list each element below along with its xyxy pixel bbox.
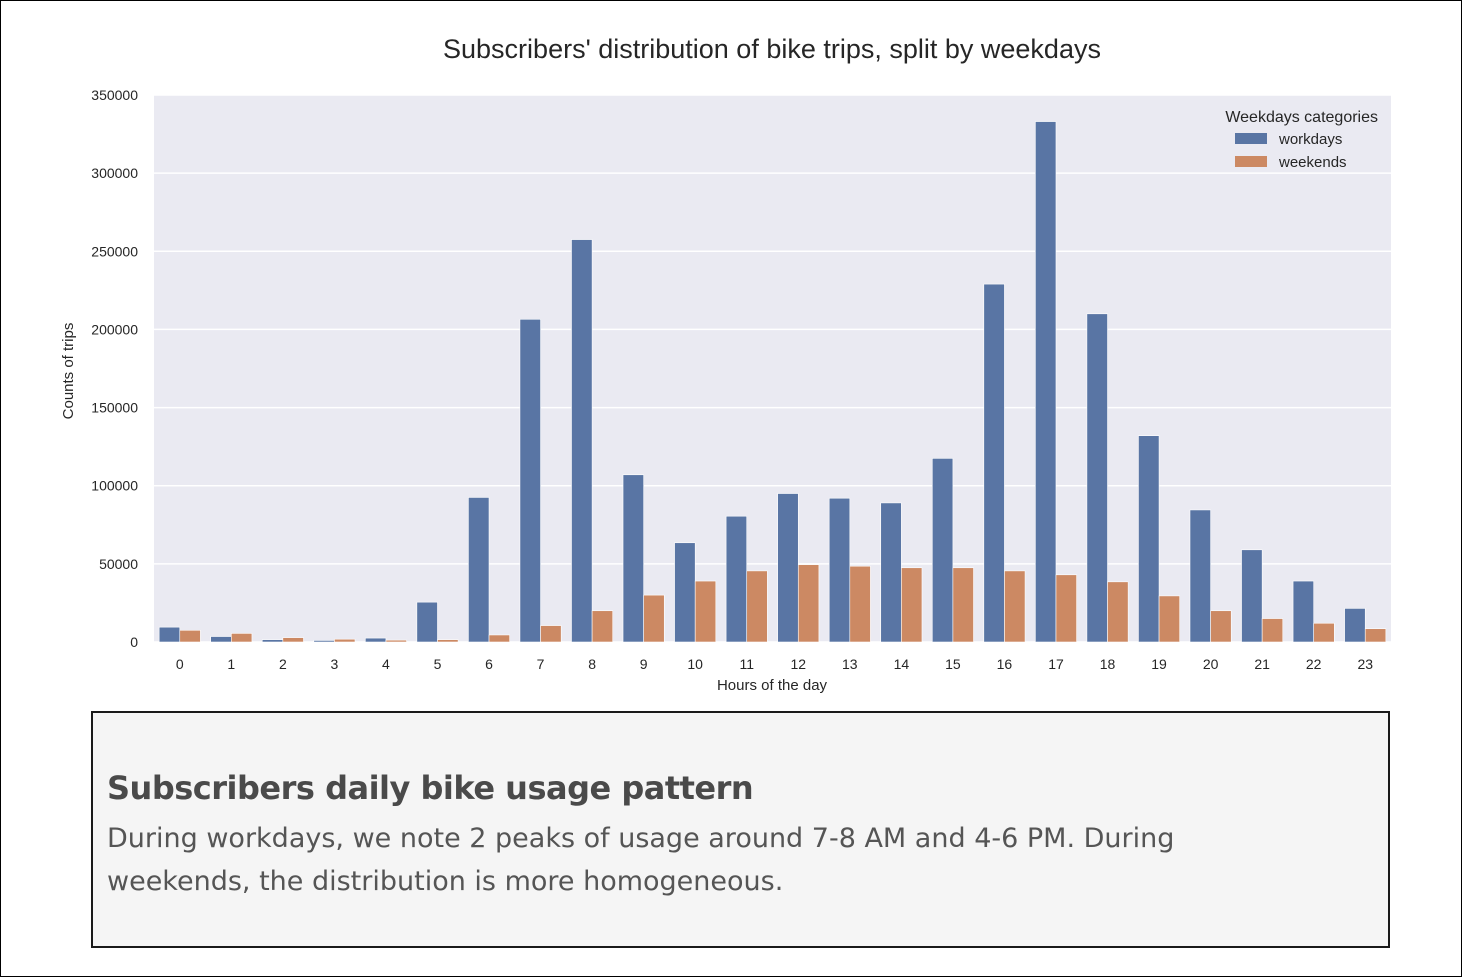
y-tick-label: 350000 bbox=[91, 87, 138, 103]
x-tick-label: 20 bbox=[1203, 656, 1219, 672]
bar-workdays-5 bbox=[416, 601, 438, 643]
bar-workdays-11 bbox=[725, 515, 748, 643]
bar-workdays-17 bbox=[1035, 121, 1057, 643]
bar-workdays-7 bbox=[519, 318, 541, 643]
x-tick-label: 12 bbox=[790, 656, 806, 672]
bar-workdays-15 bbox=[931, 458, 954, 643]
bars bbox=[158, 121, 1387, 643]
bar-workdays-2 bbox=[261, 639, 284, 643]
legend-title: Weekdays categories bbox=[1225, 109, 1378, 126]
x-tick-label: 13 bbox=[842, 656, 858, 672]
x-tick-label: 11 bbox=[739, 656, 754, 672]
y-tick-label: 250000 bbox=[91, 243, 138, 259]
bar-workdays-12 bbox=[777, 493, 799, 643]
bar-weekends-18 bbox=[1107, 581, 1129, 643]
x-tick-label: 9 bbox=[640, 656, 648, 672]
plot-area bbox=[154, 95, 1391, 642]
bar-weekends-10 bbox=[694, 580, 717, 643]
bar-workdays-13 bbox=[828, 497, 851, 643]
bar-weekends-23 bbox=[1364, 628, 1387, 643]
bar-weekends-11 bbox=[746, 570, 768, 643]
bar-workdays-23 bbox=[1344, 608, 1366, 643]
x-tick-label: 14 bbox=[894, 656, 910, 672]
bar-workdays-16 bbox=[983, 283, 1005, 643]
bar-workdays-20 bbox=[1189, 509, 1211, 643]
x-tick-label: 17 bbox=[1048, 656, 1064, 672]
x-tick-label: 15 bbox=[945, 656, 961, 672]
y-tick-label: 150000 bbox=[91, 400, 138, 416]
note-heading: Subscribers daily bike usage pattern bbox=[107, 769, 754, 807]
bar-weekends-21 bbox=[1261, 618, 1284, 643]
x-tick-label: 1 bbox=[227, 656, 235, 672]
x-tick-label: 8 bbox=[588, 656, 596, 672]
bar-weekends-4 bbox=[385, 639, 407, 643]
bar-weekends-13 bbox=[849, 565, 871, 643]
y-tick-label: 100000 bbox=[91, 478, 138, 494]
legend: Weekdays categories workdays weekends bbox=[1225, 109, 1378, 171]
x-tick-labels: 0 1 2 3 4 5 6 7 8 9 10 11 12 13 14 15 16 17 18 19 20 21 22 23 bbox=[176, 656, 1373, 672]
bar-workdays-8 bbox=[571, 239, 593, 643]
bar-weekends-3 bbox=[334, 638, 356, 643]
gridlines bbox=[154, 94, 1391, 643]
summary-note: Subscribers daily bike usage pattern Dur… bbox=[91, 711, 1390, 948]
legend-swatch-weekends bbox=[1235, 156, 1267, 167]
x-tick-label: 3 bbox=[330, 656, 338, 672]
bar-chart: Subscribers' distribution of bike trips,… bbox=[60, 34, 1391, 694]
bar-workdays-4 bbox=[365, 637, 387, 643]
bar-workdays-6 bbox=[468, 497, 490, 643]
bar-workdays-3 bbox=[313, 640, 335, 643]
x-tick-label: 2 bbox=[279, 656, 287, 672]
legend-label-workdays: workdays bbox=[1278, 131, 1342, 148]
bar-weekends-5 bbox=[437, 639, 459, 643]
y-tick-label: 0 bbox=[130, 634, 138, 650]
note-body: During workdays, we note 2 peaks of usag… bbox=[107, 823, 1175, 897]
legend-swatch-workdays bbox=[1235, 133, 1267, 144]
bar-workdays-10 bbox=[674, 542, 696, 643]
x-tick-label: 16 bbox=[997, 656, 1013, 672]
bar-weekends-15 bbox=[952, 567, 974, 643]
y-axis-label: Counts of trips bbox=[60, 323, 77, 420]
bar-weekends-14 bbox=[901, 567, 923, 643]
x-tick-label: 19 bbox=[1151, 656, 1167, 672]
bar-weekends-9 bbox=[643, 594, 665, 643]
bar-workdays-9 bbox=[622, 474, 644, 643]
y-tick-label: 300000 bbox=[91, 165, 138, 181]
bar-weekends-12 bbox=[797, 564, 820, 643]
bar-weekends-22 bbox=[1313, 622, 1335, 643]
y-tick-label: 200000 bbox=[91, 321, 138, 337]
bar-workdays-21 bbox=[1241, 549, 1263, 643]
bar-weekends-16 bbox=[1004, 570, 1026, 643]
bar-weekends-17 bbox=[1055, 574, 1077, 643]
bar-weekends-0 bbox=[179, 629, 201, 643]
x-tick-label: 4 bbox=[382, 656, 390, 672]
chart-title: Subscribers' distribution of bike trips,… bbox=[443, 34, 1101, 64]
bar-weekends-1 bbox=[231, 633, 253, 643]
x-tick-label: 10 bbox=[687, 656, 703, 672]
bar-weekends-2 bbox=[282, 637, 304, 643]
bar-weekends-19 bbox=[1158, 595, 1180, 643]
x-tick-label: 18 bbox=[1100, 656, 1116, 672]
x-tick-label: 23 bbox=[1357, 656, 1373, 672]
x-axis-label: Hours of the day bbox=[717, 677, 828, 694]
x-tick-label: 0 bbox=[176, 656, 184, 672]
x-tick-label: 6 bbox=[485, 656, 493, 672]
y-tick-label: 50000 bbox=[99, 556, 138, 572]
bar-weekends-6 bbox=[488, 634, 510, 643]
x-tick-label: 21 bbox=[1254, 656, 1270, 672]
bar-workdays-19 bbox=[1138, 435, 1160, 643]
bar-weekends-20 bbox=[1210, 610, 1232, 643]
x-tick-label: 5 bbox=[434, 656, 442, 672]
bar-workdays-0 bbox=[158, 626, 181, 643]
bar-workdays-18 bbox=[1086, 313, 1108, 643]
bar-workdays-14 bbox=[880, 502, 902, 643]
x-tick-label: 22 bbox=[1306, 656, 1322, 672]
bar-weekends-7 bbox=[540, 625, 562, 643]
legend-label-weekends: weekends bbox=[1278, 154, 1347, 171]
bar-workdays-1 bbox=[210, 636, 232, 643]
bar-workdays-22 bbox=[1292, 580, 1314, 643]
x-tick-label: 7 bbox=[537, 656, 545, 672]
y-tick-labels: 0 50000 100000 150000 200000 250000 300000 3500… bbox=[91, 87, 138, 650]
bar-weekends-8 bbox=[591, 610, 614, 643]
